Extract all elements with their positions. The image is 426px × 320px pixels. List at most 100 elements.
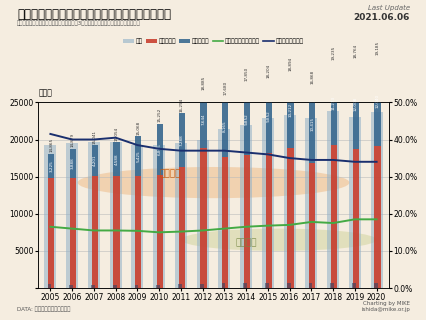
Bar xyxy=(222,157,228,288)
Bar xyxy=(308,163,314,288)
Bar xyxy=(243,156,250,288)
Bar xyxy=(243,82,250,156)
Text: 12,040: 12,040 xyxy=(374,94,379,108)
Text: 19,235: 19,235 xyxy=(331,46,335,60)
Bar xyxy=(221,283,225,288)
Text: 4,588: 4,588 xyxy=(114,153,118,165)
Bar xyxy=(330,283,333,288)
Bar xyxy=(287,72,293,148)
Ellipse shape xyxy=(181,228,376,251)
Text: 9,852: 9,852 xyxy=(245,113,248,125)
Text: 12,008: 12,008 xyxy=(353,97,357,111)
Text: DATA: 各種関係統計資料集より: DATA: 各種関係統計資料集より xyxy=(17,307,70,312)
Bar xyxy=(352,149,358,288)
Bar xyxy=(352,60,358,149)
Bar xyxy=(131,146,143,288)
Text: 18,764: 18,764 xyxy=(353,44,357,58)
Text: 18,885: 18,885 xyxy=(201,76,205,90)
Text: 15,041: 15,041 xyxy=(92,130,97,144)
Text: 5,425: 5,425 xyxy=(136,150,140,162)
Bar xyxy=(135,176,141,288)
Ellipse shape xyxy=(78,167,348,198)
Text: 10,415: 10,415 xyxy=(310,117,314,131)
Bar xyxy=(156,285,160,288)
Bar xyxy=(374,56,380,146)
Bar xyxy=(286,283,290,288)
Text: Last Update: Last Update xyxy=(367,5,409,11)
Text: 卒業後の県外就職は少少から増加へ。大学3年専門学校のみの県外就職者数に限定。: 卒業後の県外就職は少少から増加へ。大学3年専門学校のみの県外就職者数に限定。 xyxy=(17,21,141,26)
Text: Charting by MIKE
ishida@mike.or.jp: Charting by MIKE ishida@mike.or.jp xyxy=(360,301,409,312)
Text: 7,644: 7,644 xyxy=(201,114,205,125)
Bar xyxy=(70,149,76,178)
Bar xyxy=(196,140,208,288)
Bar xyxy=(69,285,73,288)
Bar xyxy=(351,283,355,288)
Bar xyxy=(308,85,314,163)
Text: 15,252: 15,252 xyxy=(158,108,161,123)
Text: 15,054: 15,054 xyxy=(114,127,118,141)
Text: （人）: （人） xyxy=(38,89,52,98)
Text: 2021.06.06: 2021.06.06 xyxy=(353,13,409,22)
Bar xyxy=(48,154,54,178)
Bar xyxy=(222,96,228,157)
Bar xyxy=(330,145,336,288)
Bar xyxy=(243,283,247,288)
Bar xyxy=(157,124,163,175)
Bar xyxy=(178,167,184,288)
Text: 14,879: 14,879 xyxy=(71,133,75,147)
Text: 9,852: 9,852 xyxy=(266,110,270,122)
Bar xyxy=(265,283,268,288)
Text: 4,201: 4,201 xyxy=(92,155,97,166)
Bar xyxy=(218,129,230,288)
Text: 19,185: 19,185 xyxy=(374,41,379,55)
Text: 11,273: 11,273 xyxy=(331,96,335,110)
Bar xyxy=(88,142,100,288)
Text: 7,288: 7,288 xyxy=(179,134,183,146)
Bar xyxy=(91,285,95,288)
Legend: 進学, 県内就職者, 県外就職者, ３年課程の県外就職率, 大学の県外就職率: 進学, 県内就職者, 県外就職者, ３年課程の県外就職率, 大学の県外就職率 xyxy=(121,36,305,47)
Bar xyxy=(112,285,116,288)
Bar xyxy=(305,118,317,288)
Bar xyxy=(92,145,98,176)
Bar xyxy=(373,283,377,288)
Text: ３年課程: ３年課程 xyxy=(159,170,180,179)
Bar xyxy=(265,153,271,288)
Text: 17,850: 17,850 xyxy=(245,67,248,81)
Bar xyxy=(239,125,251,288)
Text: 14,865: 14,865 xyxy=(49,138,53,152)
Text: 17,680: 17,680 xyxy=(223,81,227,95)
Bar xyxy=(330,61,336,145)
Text: 18,204: 18,204 xyxy=(266,64,270,78)
Bar xyxy=(134,285,138,288)
Text: 3,888: 3,888 xyxy=(71,157,75,169)
Bar xyxy=(308,283,311,288)
Text: 16,868: 16,868 xyxy=(310,70,314,84)
Text: 私立大学: 私立大学 xyxy=(235,238,256,247)
Bar xyxy=(178,284,181,288)
Bar xyxy=(178,113,184,167)
Bar xyxy=(287,148,293,288)
Bar xyxy=(200,91,206,148)
Bar xyxy=(200,148,206,288)
Bar xyxy=(113,142,119,176)
Bar xyxy=(70,178,76,288)
Bar xyxy=(157,175,163,288)
Bar xyxy=(109,142,121,288)
Bar xyxy=(153,145,165,288)
Bar xyxy=(265,80,271,153)
Bar xyxy=(261,118,273,288)
Text: 3,225: 3,225 xyxy=(49,160,53,172)
Bar xyxy=(44,146,56,288)
Text: 10,212: 10,212 xyxy=(288,103,292,117)
Text: 大学・３年課程の同一都道府県外就職者数の推移: 大学・３年課程の同一都道府県外就職者数の推移 xyxy=(17,8,171,21)
Bar xyxy=(48,178,54,288)
Bar xyxy=(326,111,338,288)
Bar xyxy=(66,143,78,288)
Text: 15,068: 15,068 xyxy=(136,120,140,134)
Bar xyxy=(48,284,51,288)
Bar xyxy=(374,146,380,288)
Bar xyxy=(348,116,360,288)
Bar xyxy=(92,176,98,288)
Text: 16,294: 16,294 xyxy=(179,98,183,112)
Bar xyxy=(113,176,119,288)
